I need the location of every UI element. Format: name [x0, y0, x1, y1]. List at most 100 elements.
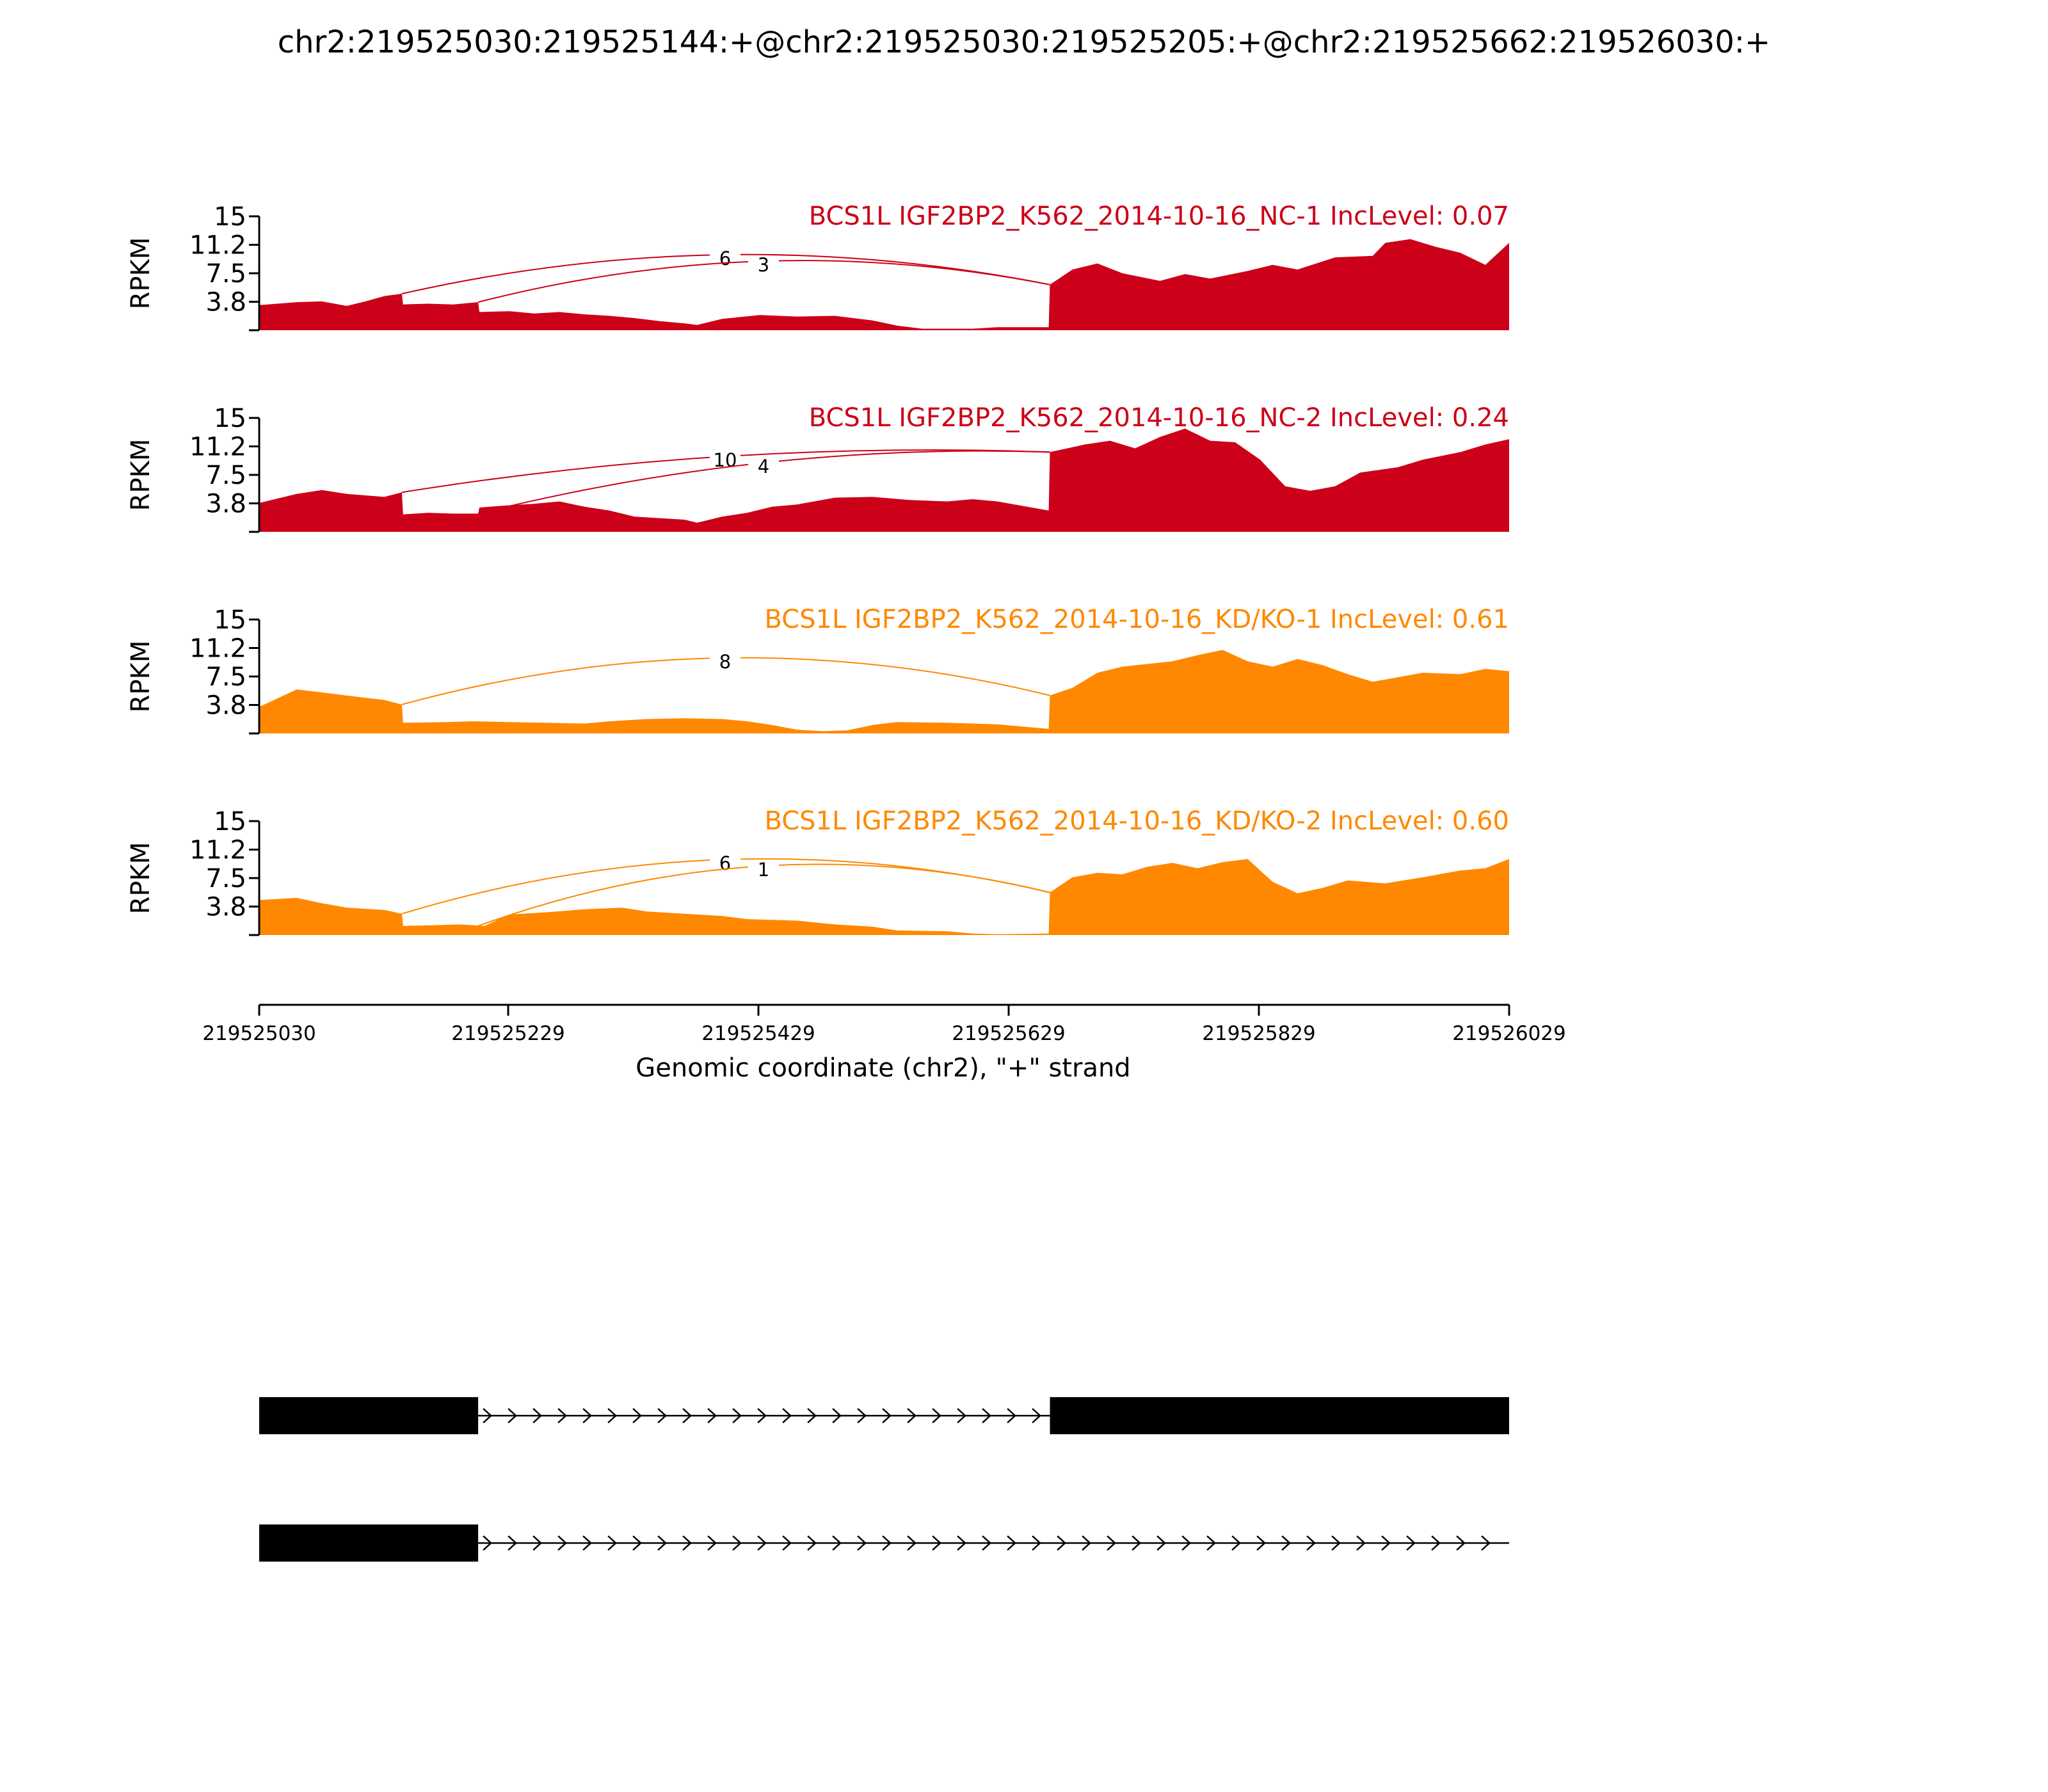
strand-arrow-icon [932, 1408, 941, 1423]
x-tick-label: 219525829 [1202, 1022, 1316, 1045]
y-tick-label: 3.8 [205, 288, 246, 317]
strand-arrow-icon [1007, 1535, 1016, 1551]
strand-arrow-icon [782, 1408, 792, 1423]
y-axis-label: RPKM [126, 641, 156, 713]
junction-count-label: 3 [758, 254, 769, 276]
y-axis-label: RPKM [126, 237, 156, 310]
strand-arrow-icon [732, 1408, 742, 1423]
x-tick-label: 219525229 [451, 1022, 565, 1045]
y-tick-label: 11.2 [189, 231, 246, 260]
y-tick-label: 7.5 [205, 662, 246, 692]
strand-arrow-icon [882, 1408, 892, 1423]
junction-label-bg [748, 256, 779, 276]
strand-arrow-icon [532, 1408, 542, 1423]
strand-arrow-icon [807, 1408, 817, 1423]
strand-arrow-icon [682, 1408, 692, 1423]
strand-arrow-icon [1481, 1535, 1491, 1551]
y-tick-label: 15 [214, 404, 246, 433]
strand-arrow-icon [1231, 1535, 1241, 1551]
exon-block [1050, 1397, 1509, 1434]
strand-arrow-icon [1381, 1535, 1391, 1551]
strand-arrow-icon [483, 1408, 492, 1423]
junction-label-bg [710, 250, 740, 270]
exon-block [259, 1397, 479, 1434]
coverage-area [259, 859, 1509, 935]
strand-arrow-icon [1107, 1535, 1116, 1551]
junction-label-bg [710, 653, 740, 673]
y-tick-label: 3.8 [205, 691, 246, 721]
strand-arrow-icon [782, 1535, 792, 1551]
strand-arrow-icon [1406, 1535, 1416, 1551]
panel-label: BCS1L IGF2BP2_K562_2014-10-16_NC-2 IncLe… [809, 403, 1509, 433]
junction-count-label: 6 [719, 248, 731, 269]
junction-label-bg [748, 861, 779, 881]
strand-arrow-icon [1082, 1535, 1091, 1551]
exon-block [259, 1524, 479, 1562]
y-tick-label: 15 [214, 202, 246, 232]
coverage-area [259, 650, 1509, 733]
strand-arrow-icon [857, 1408, 867, 1423]
x-axis-label: Genomic coordinate (chr2), "+" strand [636, 1053, 1130, 1083]
strand-arrow-icon [1156, 1535, 1166, 1551]
strand-arrow-icon [557, 1408, 567, 1423]
strand-arrow-icon [657, 1535, 667, 1551]
strand-arrow-icon [1032, 1408, 1041, 1423]
strand-arrow-icon [857, 1535, 867, 1551]
figure-title: chr2:219525030:219525144:+@chr2:21952503… [278, 24, 1771, 60]
strand-arrow-icon [707, 1535, 717, 1551]
junction-count-label: 6 [719, 852, 731, 874]
y-tick-label: 7.5 [205, 864, 246, 893]
junction-count-label: 8 [719, 651, 731, 673]
gene-track-1 [259, 1397, 1509, 1434]
junction-count-label: 4 [758, 456, 769, 477]
x-tick-label: 219526029 [1452, 1022, 1566, 1045]
strand-arrow-icon [1456, 1535, 1466, 1551]
gene-structure-tracks [259, 1397, 1509, 1562]
strand-arrow-icon [1306, 1535, 1316, 1551]
y-tick-label: 7.5 [205, 461, 246, 490]
strand-arrow-icon [832, 1408, 842, 1423]
y-tick-label: 7.5 [205, 259, 246, 289]
y-axis-label: RPKM [126, 439, 156, 511]
strand-arrow-icon [682, 1535, 692, 1551]
strand-arrow-icon [557, 1535, 567, 1551]
strand-arrow-icon [1032, 1535, 1041, 1551]
y-tick-label: 11.2 [189, 433, 246, 462]
panel-label: BCS1L IGF2BP2_K562_2014-10-16_KD/KO-2 In… [764, 806, 1509, 836]
strand-arrow-icon [1007, 1408, 1016, 1423]
x-tick-label: 219525429 [701, 1022, 815, 1045]
strand-arrow-icon [1281, 1535, 1291, 1551]
strand-arrow-icon [982, 1535, 991, 1551]
x-axis: 219525030 219525229 219525429 219525629 2195… [202, 1004, 1566, 1083]
strand-arrow-icon [957, 1535, 966, 1551]
strand-arrow-icon [907, 1535, 916, 1551]
strand-arrow-icon [807, 1535, 817, 1551]
x-tick-label: 219525030 [202, 1022, 316, 1045]
y-tick-label: 11.2 [189, 836, 246, 865]
coverage-area [259, 428, 1509, 532]
y-tick-label: 3.8 [205, 893, 246, 922]
strand-arrow-icon [1356, 1535, 1366, 1551]
strand-arrow-icon [1331, 1535, 1341, 1551]
strand-arrow-icon [1132, 1535, 1141, 1551]
coverage-area [259, 239, 1509, 330]
panel-label: BCS1L IGF2BP2_K562_2014-10-16_NC-1 IncLe… [809, 202, 1509, 231]
strand-arrow-icon [508, 1408, 517, 1423]
strand-arrow-icon [882, 1535, 892, 1551]
y-tick-label: 15 [214, 605, 246, 635]
strand-arrow-icon [757, 1535, 767, 1551]
strand-arrow-icon [982, 1408, 991, 1423]
y-tick-label: 3.8 [205, 490, 246, 519]
strand-arrow-icon [508, 1535, 517, 1551]
strand-arrow-icon [582, 1535, 592, 1551]
y-tick-label: 15 [214, 807, 246, 836]
strand-arrow-icon [832, 1535, 842, 1551]
strand-arrow-icon [932, 1535, 941, 1551]
strand-arrow-icon [1431, 1535, 1441, 1551]
